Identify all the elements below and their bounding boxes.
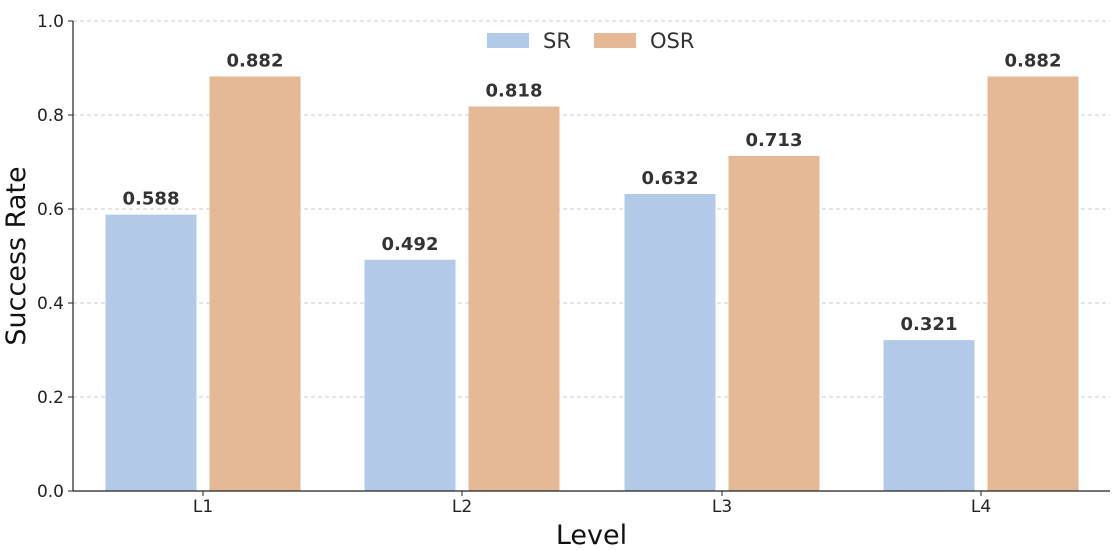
bar-osr-l2 bbox=[468, 106, 560, 491]
x-tick-label: L1 bbox=[193, 497, 213, 517]
bars bbox=[105, 76, 1079, 492]
x-tick-label: L3 bbox=[712, 497, 732, 517]
bar-sr-l3 bbox=[624, 193, 716, 491]
value-label: 0.588 bbox=[123, 189, 180, 210]
value-label: 0.882 bbox=[227, 50, 284, 71]
value-label: 0.818 bbox=[486, 81, 543, 102]
axes bbox=[72, 21, 1110, 492]
y-tick-label: 0.0 bbox=[37, 482, 64, 502]
bar-sr-l2 bbox=[364, 259, 456, 491]
bar-osr-l1 bbox=[209, 76, 301, 492]
bar-osr-l3 bbox=[728, 155, 820, 491]
x-axis-title: Level bbox=[556, 520, 627, 550]
bar-osr-l4 bbox=[987, 76, 1079, 492]
legend-label-osr: OSR bbox=[650, 29, 694, 53]
value-label: 0.713 bbox=[746, 130, 803, 151]
y-tick-label: 1.0 bbox=[37, 12, 64, 32]
y-axis-title: Success Rate bbox=[1, 166, 32, 345]
value-label: 0.321 bbox=[901, 314, 958, 335]
y-tick-label: 0.4 bbox=[37, 294, 64, 314]
x-tick-label: L4 bbox=[971, 497, 991, 517]
value-label: 0.492 bbox=[382, 234, 439, 255]
legend-swatch-osr bbox=[594, 33, 636, 48]
legend-label-sr: SR bbox=[543, 29, 571, 53]
legend: SR OSR bbox=[487, 29, 694, 53]
x-ticks: L1 L2 L3 L4 bbox=[193, 491, 991, 517]
bar-sr-l1 bbox=[105, 214, 197, 491]
value-label: 0.882 bbox=[1005, 50, 1062, 71]
legend-swatch-sr bbox=[487, 33, 529, 48]
y-tick-label: 0.8 bbox=[37, 106, 64, 126]
value-labels: 0.588 0.882 0.492 0.818 0.632 0.713 0.321 0.882 bbox=[123, 50, 1062, 335]
value-label: 0.632 bbox=[642, 168, 699, 189]
x-tick-label: L2 bbox=[452, 497, 472, 517]
y-ticks: 0.0 0.2 0.4 0.6 0.8 1.0 bbox=[37, 12, 73, 502]
y-tick-label: 0.2 bbox=[37, 388, 64, 408]
bar-sr-l4 bbox=[883, 340, 975, 491]
y-tick-label: 0.6 bbox=[37, 200, 64, 220]
